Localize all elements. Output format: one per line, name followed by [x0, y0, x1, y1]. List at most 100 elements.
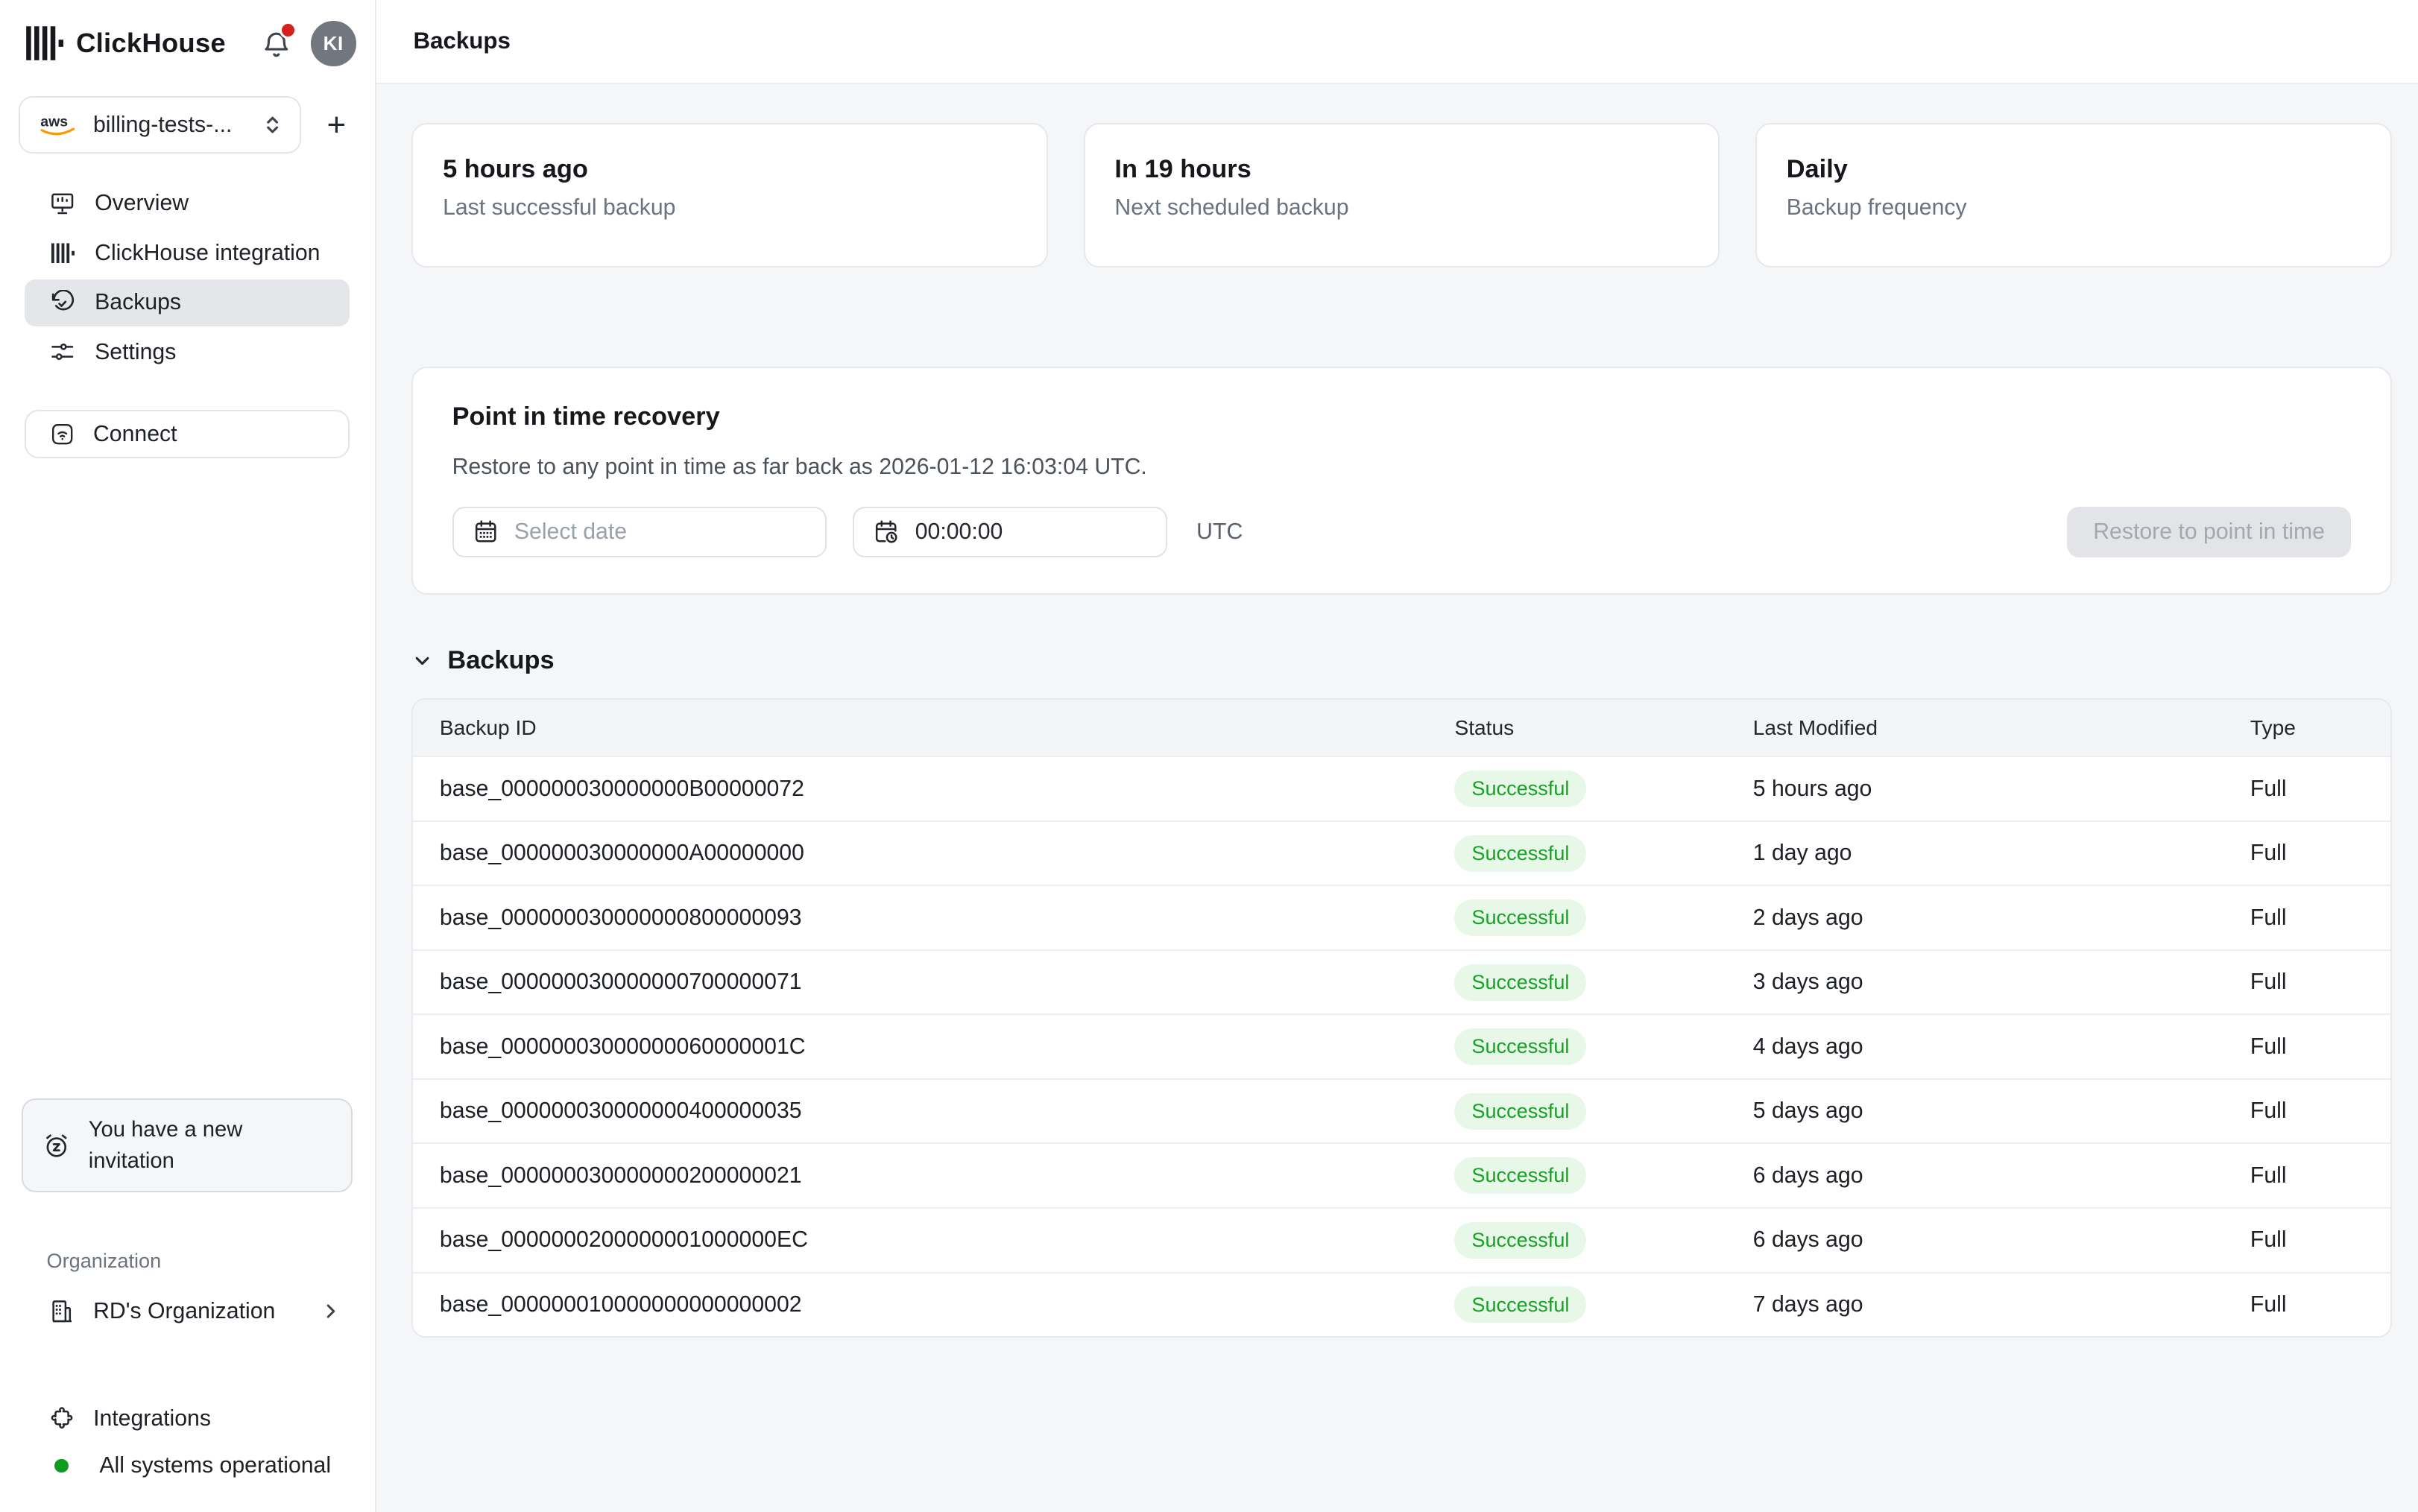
brand-row: ClickHouse KI	[0, 0, 375, 87]
date-picker-field[interactable]: Select date	[452, 506, 827, 558]
status-cell: Successful	[1428, 1157, 1726, 1195]
system-status-label: All systems operational	[99, 1453, 332, 1478]
status-badge: Successful	[1454, 899, 1587, 937]
sidebar-item-clickhouse-integration[interactable]: ClickHouse integration	[25, 230, 350, 276]
bell-icon	[265, 32, 288, 57]
organization-row[interactable]: RD's Organization	[25, 1289, 350, 1332]
type-cell: Full	[2250, 969, 2287, 995]
card-title: Daily	[1786, 155, 1848, 184]
organization-name: RD's Organization	[93, 1298, 276, 1323]
table-row: base_000000030000000A00000000 Successful…	[413, 820, 2390, 885]
backup-frequency-card: Daily Backup frequency	[1755, 122, 2392, 268]
calendar-icon	[475, 520, 496, 543]
last-modified-cell: 3 days ago	[1752, 969, 1863, 995]
status-cell: Successful	[1428, 835, 1726, 872]
type-cell: Full	[2250, 1227, 2287, 1253]
last-backup-card: 5 hours ago Last successful backup	[411, 122, 1048, 268]
table-row: base_000000010000000000000002 Successful…	[413, 1271, 2390, 1337]
type-cell: Full	[2250, 1098, 2287, 1124]
table-header-row: Backup ID Status Last Modified Type	[413, 700, 2390, 756]
sidebar-item-overview[interactable]: Overview	[25, 180, 350, 227]
backup-id-cell: base_000000030000000B00000072	[439, 776, 804, 801]
integrations-link[interactable]: Integrations	[25, 1396, 350, 1441]
type-cell: Full	[2250, 905, 2287, 930]
status-badge: Successful	[1454, 1221, 1587, 1259]
page-header: Backups	[376, 0, 2418, 84]
backups-section-header[interactable]: Backups	[411, 646, 2391, 675]
point-in-time-recovery-card: Point in time recovery Restore to any po…	[411, 366, 2392, 595]
add-service-button[interactable]: +	[317, 104, 356, 147]
table-row: base_000000030000000200000021 Successful…	[413, 1142, 2390, 1207]
status-badge: Successful	[1454, 964, 1587, 1001]
pitr-title: Point in time recovery	[452, 402, 720, 431]
organization-heading: Organization	[46, 1248, 162, 1272]
card-title: 5 hours ago	[443, 155, 588, 184]
column-header-status: Status	[1454, 715, 1515, 739]
brand-name: ClickHouse	[76, 28, 226, 59]
backup-history-icon	[48, 289, 77, 317]
invitation-banner[interactable]: You have a new invitation	[22, 1098, 353, 1193]
sidebar-item-backups[interactable]: Backups	[25, 279, 350, 326]
status-dot-icon	[54, 1458, 69, 1473]
pitr-description: Restore to any point in time as far back…	[452, 455, 1147, 480]
last-modified-cell: 5 days ago	[1752, 1098, 1863, 1124]
status-badge: Successful	[1454, 835, 1587, 872]
table-row: base_0000000200000001000000EC Successful…	[413, 1207, 2390, 1272]
last-modified-cell: 2 days ago	[1752, 905, 1863, 930]
last-modified-cell: 1 day ago	[1752, 841, 1852, 866]
status-badge: Successful	[1454, 1028, 1587, 1066]
card-title: In 19 hours	[1114, 155, 1251, 184]
chevron-right-icon	[321, 1301, 341, 1321]
restore-button[interactable]: Restore to point in time	[2066, 506, 2352, 558]
type-cell: Full	[2250, 841, 2287, 866]
date-placeholder: Select date	[514, 519, 628, 544]
building-icon	[51, 1300, 72, 1323]
status-cell: Successful	[1428, 899, 1726, 937]
type-cell: Full	[2250, 776, 2287, 801]
connect-button[interactable]: Connect	[25, 410, 350, 458]
backups-table: Backup ID Status Last Modified Type base…	[411, 698, 2392, 1338]
sidebar-item-label: Overview	[95, 191, 189, 216]
timezone-label: UTC	[1196, 519, 1243, 544]
table-row: base_000000030000000B00000072 Successful…	[413, 756, 2390, 820]
last-modified-cell: 5 hours ago	[1752, 776, 1872, 801]
service-selector[interactable]: aws billing-tests-...	[19, 96, 302, 154]
card-subtitle: Last successful backup	[443, 194, 676, 220]
backup-id-cell: base_0000000200000001000000EC	[439, 1227, 808, 1253]
svg-text:aws: aws	[40, 114, 68, 130]
page-title: Backups	[413, 28, 511, 54]
integrations-label: Integrations	[93, 1406, 211, 1432]
last-modified-cell: 7 days ago	[1752, 1291, 1863, 1317]
status-cell: Successful	[1428, 1092, 1726, 1130]
connect-label: Connect	[92, 421, 177, 446]
status-cell: Successful	[1428, 771, 1726, 808]
table-row: base_000000030000000400000035 Successful…	[413, 1078, 2390, 1143]
status-cell: Successful	[1428, 1286, 1726, 1323]
summary-cards: 5 hours ago Last successful backup In 19…	[411, 122, 2392, 268]
table-row: base_000000030000000700000071 Successful…	[413, 949, 2390, 1014]
chevron-down-icon	[411, 650, 433, 671]
clickhouse-bars-icon	[48, 239, 77, 268]
status-badge: Successful	[1454, 1157, 1587, 1195]
type-cell: Full	[2250, 1163, 2287, 1188]
column-header-type: Type	[2250, 715, 2296, 739]
user-avatar[interactable]: KI	[311, 21, 356, 66]
status-cell: Successful	[1428, 1028, 1726, 1066]
backup-id-cell: base_000000030000000A00000000	[439, 841, 804, 866]
calendar-clock-icon	[876, 520, 897, 543]
time-picker-field[interactable]: 00:00:00	[853, 506, 1167, 558]
system-status-row[interactable]: All systems operational	[25, 1443, 350, 1488]
notifications-bell-button[interactable]	[258, 22, 297, 62]
card-subtitle: Backup frequency	[1786, 194, 1967, 220]
select-updown-icon	[261, 113, 284, 136]
clickhouse-logo-icon	[26, 26, 64, 61]
last-modified-cell: 6 days ago	[1752, 1163, 1863, 1188]
connect-icon	[51, 423, 72, 445]
sidebar-item-settings[interactable]: Settings	[25, 329, 350, 376]
main-area: Backups 5 hours ago Last successful back…	[376, 0, 2418, 1512]
sidebar: ClickHouse KI aws billing-tests-...	[0, 0, 376, 1512]
puzzle-icon	[51, 1407, 72, 1429]
card-subtitle: Next scheduled backup	[1114, 194, 1349, 220]
invitation-text: You have a new invitation	[88, 1118, 243, 1174]
